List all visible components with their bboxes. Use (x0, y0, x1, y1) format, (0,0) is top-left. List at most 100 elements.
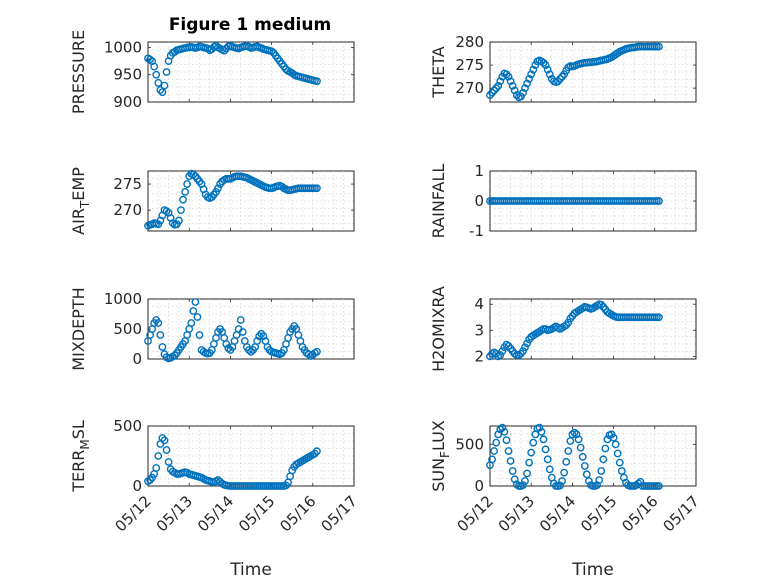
x-axis-label: Time (571, 560, 614, 580)
data-point (187, 319, 196, 327)
y-tick-label: 4 (474, 295, 484, 313)
axes-rainfall: -1 0 1 RAINFALL (429, 162, 697, 240)
data-point (556, 481, 564, 490)
data-point (313, 77, 321, 86)
data-point (162, 446, 171, 454)
data-point (615, 458, 624, 467)
data-point (162, 68, 171, 76)
data-point (247, 347, 255, 356)
y-tick-label: 270 (113, 201, 142, 219)
y-tick-label: 0 (132, 350, 142, 368)
data-point (521, 84, 529, 93)
data-point (519, 481, 527, 490)
data-point (527, 448, 536, 457)
data-point (500, 427, 509, 436)
data-point (535, 423, 544, 432)
y-tick-label: -1 (469, 222, 484, 240)
data-point (245, 346, 253, 354)
y-axis-label-rainfall: RAINFALL (429, 164, 448, 239)
data-point (490, 447, 499, 455)
data-point (504, 72, 513, 81)
data-point (154, 79, 163, 87)
data-point (222, 340, 231, 348)
axes-box-theta (489, 41, 697, 103)
data-point (193, 313, 202, 321)
data-point (599, 455, 608, 464)
y-tick-label: 1 (474, 162, 484, 180)
data-point (238, 328, 247, 336)
y-tick-label: 0 (132, 477, 142, 495)
data-point (502, 70, 511, 79)
data-point (154, 319, 163, 327)
data-point (529, 65, 538, 74)
data-point (636, 477, 645, 486)
data-point (529, 438, 538, 447)
data-point (545, 465, 554, 474)
data-point (181, 187, 189, 196)
data-point (539, 58, 548, 67)
data-point (523, 339, 531, 348)
y-tick-label: 0 (474, 192, 484, 210)
data-point (486, 91, 494, 99)
data-point (313, 447, 321, 456)
y-axis-label-air-temp: AIRTEMP (69, 167, 92, 235)
series-mixdepth (144, 298, 321, 363)
data-point (655, 313, 663, 322)
data-point (154, 452, 163, 460)
data-point (655, 197, 663, 205)
data-point (562, 457, 571, 466)
data-point (502, 436, 511, 445)
data-point (313, 347, 321, 356)
data-point (253, 337, 262, 345)
data-point (152, 70, 161, 79)
y-tick-label: 1000 (104, 38, 142, 56)
data-point (490, 86, 499, 95)
data-point (177, 206, 185, 215)
data-point (313, 184, 321, 193)
data-point (146, 55, 154, 64)
data-point (494, 81, 503, 90)
data-point (189, 170, 198, 179)
data-point (609, 433, 618, 442)
data-point (570, 428, 579, 437)
data-point (189, 307, 198, 315)
data-point (597, 300, 606, 309)
data-point (508, 81, 517, 90)
series-h2omixra (486, 300, 663, 361)
data-point (160, 436, 169, 445)
data-point (556, 75, 564, 83)
data-point (174, 216, 183, 225)
data-point (492, 438, 501, 447)
data-point (655, 42, 663, 51)
data-point (545, 70, 554, 79)
data-point (525, 458, 534, 467)
data-point (158, 343, 167, 351)
axes-pressure: 900 950 1000 PRESSURE (69, 30, 355, 114)
data-point (558, 477, 566, 485)
data-point (156, 331, 165, 339)
y-tick-label: 270 (455, 79, 484, 97)
y-axis-label-terr-msl: TERRMSL (69, 420, 92, 493)
data-point (574, 435, 583, 444)
data-point (504, 447, 513, 455)
data-point (578, 452, 587, 461)
data-point (160, 81, 169, 90)
data-point (496, 77, 505, 86)
data-point (543, 65, 552, 74)
y-axis-label-mixdepth: MIXDEPTH (69, 287, 88, 370)
y-tick-label: 900 (113, 93, 142, 111)
data-point (613, 449, 622, 458)
series-theta (486, 42, 663, 102)
data-point (236, 316, 245, 324)
y-axis-label-sun-flux: SUNFLUX (429, 420, 452, 492)
series-sun-flux (486, 423, 663, 490)
data-point (508, 467, 517, 475)
series-terr-msl (144, 434, 321, 490)
y-tick-label: 500 (113, 320, 142, 338)
data-point (521, 343, 529, 352)
data-point (595, 476, 604, 485)
data-point (510, 86, 519, 95)
data-point (152, 464, 161, 472)
data-point (597, 467, 606, 475)
